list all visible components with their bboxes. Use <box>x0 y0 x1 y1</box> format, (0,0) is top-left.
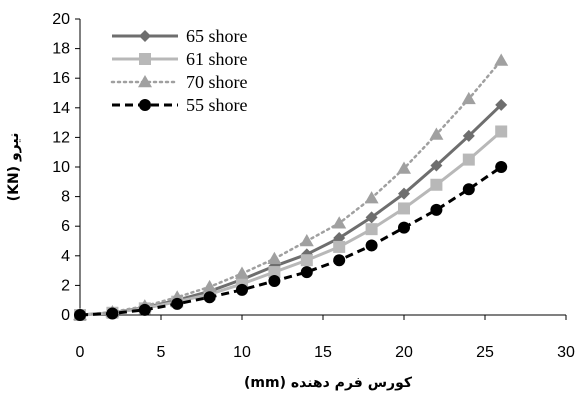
data-point <box>333 240 346 253</box>
data-point <box>398 221 410 234</box>
x-tick-label: 25 <box>476 344 494 361</box>
x-tick-label: 0 <box>76 344 85 361</box>
legend-item: 61 shore <box>112 49 248 69</box>
y-tick-label: 12 <box>52 129 70 146</box>
data-point <box>332 216 347 229</box>
data-point <box>430 178 443 191</box>
data-point <box>300 266 313 279</box>
data-point <box>430 203 443 216</box>
legend-item: 65 shore <box>112 26 248 46</box>
y-tick-label: 16 <box>52 70 70 87</box>
data-point <box>365 223 378 236</box>
data-point <box>300 254 313 267</box>
data-point <box>365 239 378 252</box>
y-tick-label: 20 <box>52 11 70 28</box>
data-point <box>398 202 410 215</box>
y-tick-label: 6 <box>61 218 70 235</box>
legend-item: 70 shore <box>110 72 248 92</box>
data-point <box>495 98 508 111</box>
series-line <box>78 59 503 317</box>
data-point <box>495 125 508 138</box>
data-point <box>236 283 248 296</box>
data-point <box>268 274 281 287</box>
legend-marker <box>139 53 151 65</box>
data-point <box>365 211 378 224</box>
data-point <box>333 254 346 267</box>
data-point <box>364 191 379 204</box>
series-group <box>73 53 509 321</box>
series-70-shore <box>73 53 509 321</box>
y-tick-label: 8 <box>61 189 70 206</box>
data-point <box>138 303 151 316</box>
data-point <box>494 53 509 66</box>
x-tick-label: 5 <box>157 344 166 361</box>
data-point <box>397 161 411 174</box>
x-tick-label: 10 <box>233 344 251 361</box>
data-point <box>429 127 444 140</box>
y-tick-label: 10 <box>52 159 70 176</box>
data-point <box>495 161 508 173</box>
data-point <box>462 183 475 196</box>
legend-item: 55 shore <box>112 95 248 115</box>
y-tick-label: 14 <box>52 100 70 117</box>
x-tick-label: 15 <box>314 344 332 361</box>
data-point <box>462 153 475 166</box>
legend-marker <box>139 30 151 42</box>
data-point <box>171 297 184 310</box>
series-line <box>79 130 503 317</box>
y-tick-label: 18 <box>52 41 70 58</box>
legend-label: 65 shore <box>186 26 248 46</box>
legend: 65 shore 61 shore 70 shore 55 shore <box>110 26 248 115</box>
data-point <box>398 187 410 200</box>
tick-labels: 0 2 4 6 8 10 12 14 16 18 20 0 5 10 15 20 25 30 <box>52 11 575 361</box>
legend-label: 70 shore <box>186 72 248 92</box>
x-tick-label: 20 <box>395 344 413 361</box>
data-point <box>235 266 249 279</box>
data-point <box>267 251 282 265</box>
data-point <box>461 91 476 105</box>
legend-label: 61 shore <box>186 49 248 69</box>
y-tick-label: 4 <box>61 248 70 265</box>
data-point <box>202 279 217 293</box>
data-point <box>299 234 314 247</box>
series-61-shore <box>74 125 508 321</box>
data-point <box>268 266 281 279</box>
series-55-shore <box>74 161 508 321</box>
x-axis-title: کورس فرم دهنده (mm) <box>244 375 413 391</box>
x-tick-label: 30 <box>557 344 575 361</box>
data-point <box>74 309 86 321</box>
y-axis-title: نیرو (KN) <box>6 133 22 202</box>
data-point <box>430 159 443 172</box>
data-point <box>462 129 475 142</box>
y-tick-label: 0 <box>61 307 70 324</box>
legend-marker <box>139 99 151 111</box>
data-point <box>203 291 216 304</box>
y-tick-label: 2 <box>61 277 70 294</box>
data-point <box>106 307 119 320</box>
legend-label: 55 shore <box>186 95 248 115</box>
legend-marker <box>138 75 152 88</box>
